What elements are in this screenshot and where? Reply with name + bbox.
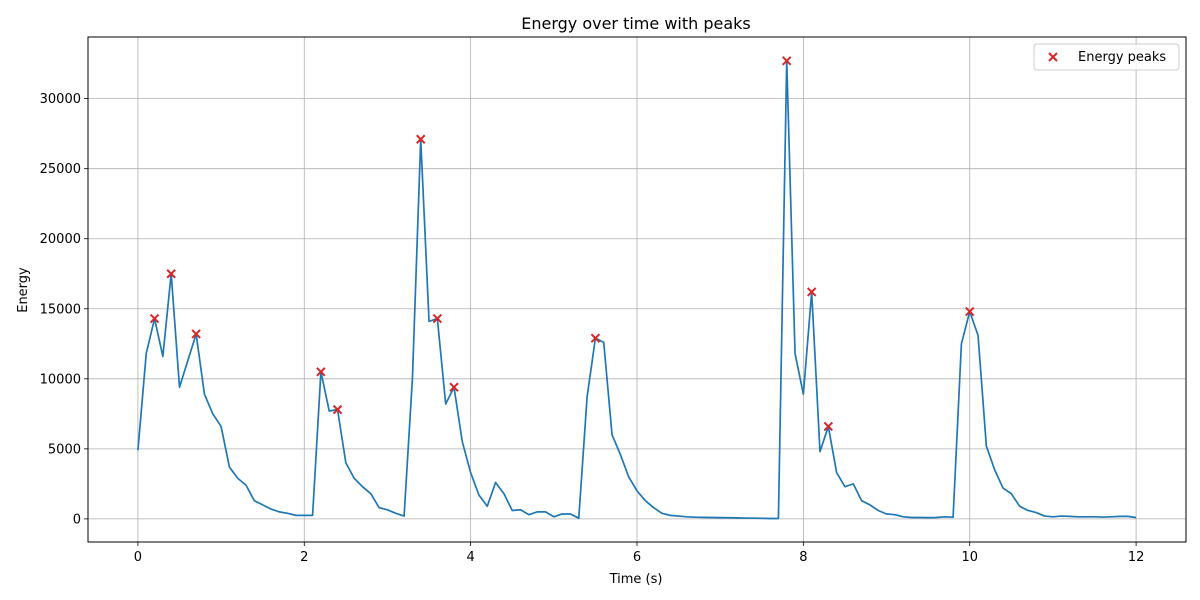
y-axis-label: Energy	[16, 267, 31, 313]
peak-marker	[449, 382, 459, 392]
grid	[88, 37, 1186, 542]
legend-label-peaks: Energy peaks	[1078, 50, 1166, 65]
y-tick-label: 30000	[40, 92, 81, 107]
x-tick-label: 8	[799, 550, 807, 565]
peak-marker	[823, 421, 834, 432]
peak-marker	[432, 313, 443, 324]
peak-markers	[149, 56, 975, 432]
x-axis-ticks: 0 2 4 6 8 10 12	[134, 542, 1145, 565]
x-tick-label: 10	[961, 550, 978, 565]
legend-box	[1033, 43, 1180, 71]
y-tick-label: 25000	[40, 162, 81, 177]
x-axis-label: Time (s)	[609, 572, 663, 587]
peak-marker	[416, 134, 426, 144]
peak-marker	[590, 333, 601, 343]
x-tick-label: 6	[633, 550, 641, 565]
peak-marker	[965, 306, 975, 317]
y-tick-label: 10000	[40, 372, 81, 387]
peak-marker	[316, 367, 326, 377]
peak-marker	[191, 329, 201, 339]
y-tick-label: 0	[73, 512, 81, 527]
legend: Energy peaks	[1033, 43, 1180, 71]
chart-title: Energy over time with peaks	[521, 14, 751, 33]
peak-marker	[166, 269, 176, 279]
legend-peak-marker	[1048, 52, 1058, 62]
y-axis-ticks: 0 5000 10000 15000 20000 25000 30000	[40, 92, 88, 527]
plot-data	[137, 56, 1137, 520]
peak-marker	[782, 56, 792, 66]
x-tick-label: 0	[134, 550, 142, 565]
y-tick-label: 15000	[40, 302, 81, 317]
peak-marker	[806, 287, 817, 297]
y-tick-label: 20000	[40, 232, 81, 247]
x-tick-label: 4	[466, 550, 474, 565]
x-tick-label: 12	[1128, 550, 1145, 565]
peak-marker	[332, 404, 343, 415]
y-tick-label: 5000	[48, 442, 81, 457]
peak-marker	[149, 313, 160, 324]
x-tick-label: 2	[300, 550, 308, 565]
legend-marker-x	[1048, 52, 1058, 62]
